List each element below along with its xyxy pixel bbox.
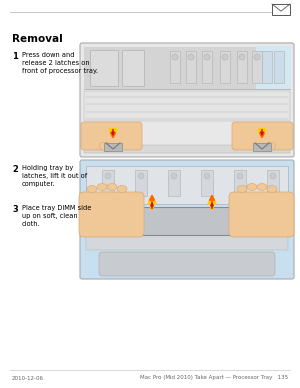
Bar	[253, 143, 271, 151]
Circle shape	[222, 54, 228, 60]
Bar	[84, 145, 290, 153]
Ellipse shape	[257, 184, 267, 191]
Text: Press down and
release 2 latches on
front of processor tray.: Press down and release 2 latches on fron…	[22, 52, 98, 74]
Circle shape	[172, 54, 178, 60]
Circle shape	[204, 173, 210, 179]
Ellipse shape	[262, 142, 276, 152]
Circle shape	[171, 173, 177, 179]
Text: 3: 3	[12, 205, 18, 214]
Bar	[86, 235, 288, 250]
FancyBboxPatch shape	[80, 160, 294, 279]
Text: Holding tray by
latches, lift it out of
computer.: Holding tray by latches, lift it out of …	[22, 165, 87, 187]
Ellipse shape	[99, 142, 113, 152]
Bar	[274, 51, 284, 83]
Circle shape	[204, 54, 210, 60]
Ellipse shape	[267, 185, 277, 192]
Text: 1: 1	[12, 52, 18, 61]
Circle shape	[138, 173, 144, 179]
Bar	[202, 51, 212, 83]
Text: 2010-12-06: 2010-12-06	[12, 376, 44, 381]
Bar	[267, 170, 279, 196]
Bar	[104, 143, 122, 151]
Circle shape	[254, 54, 260, 60]
Ellipse shape	[107, 184, 117, 191]
Ellipse shape	[97, 184, 107, 191]
Ellipse shape	[237, 185, 247, 192]
Bar	[84, 47, 290, 89]
FancyBboxPatch shape	[232, 122, 293, 150]
Bar	[168, 170, 180, 196]
FancyBboxPatch shape	[80, 43, 294, 157]
Text: 2: 2	[12, 165, 18, 174]
Bar	[90, 50, 118, 86]
Bar	[252, 51, 262, 83]
FancyBboxPatch shape	[229, 192, 294, 237]
Bar	[272, 4, 290, 15]
Bar	[102, 170, 114, 196]
Bar	[86, 166, 288, 204]
Bar	[86, 207, 288, 235]
FancyBboxPatch shape	[99, 252, 275, 276]
Bar	[122, 50, 144, 86]
FancyBboxPatch shape	[79, 192, 144, 237]
Circle shape	[188, 54, 194, 60]
Bar	[132, 215, 136, 227]
Circle shape	[239, 54, 245, 60]
Bar	[201, 170, 213, 196]
Bar	[234, 170, 246, 196]
Ellipse shape	[117, 185, 127, 192]
Circle shape	[237, 173, 243, 179]
Circle shape	[270, 173, 276, 179]
Bar	[84, 91, 290, 121]
Ellipse shape	[247, 184, 257, 191]
Circle shape	[105, 173, 111, 179]
Bar	[237, 51, 247, 83]
Bar	[170, 51, 180, 83]
Bar	[135, 170, 147, 196]
Text: Removal: Removal	[12, 34, 63, 44]
FancyBboxPatch shape	[81, 122, 142, 150]
Bar	[262, 51, 272, 83]
Ellipse shape	[87, 185, 97, 192]
FancyBboxPatch shape	[256, 46, 291, 90]
Bar	[107, 215, 111, 227]
Bar	[186, 51, 196, 83]
Bar	[220, 51, 230, 83]
Text: Place tray DIMM side
up on soft, clean
cloth.: Place tray DIMM side up on soft, clean c…	[22, 205, 92, 227]
Text: Mac Pro (Mid 2010) Take Apart — Processor Tray   135: Mac Pro (Mid 2010) Take Apart — Processo…	[140, 376, 288, 381]
